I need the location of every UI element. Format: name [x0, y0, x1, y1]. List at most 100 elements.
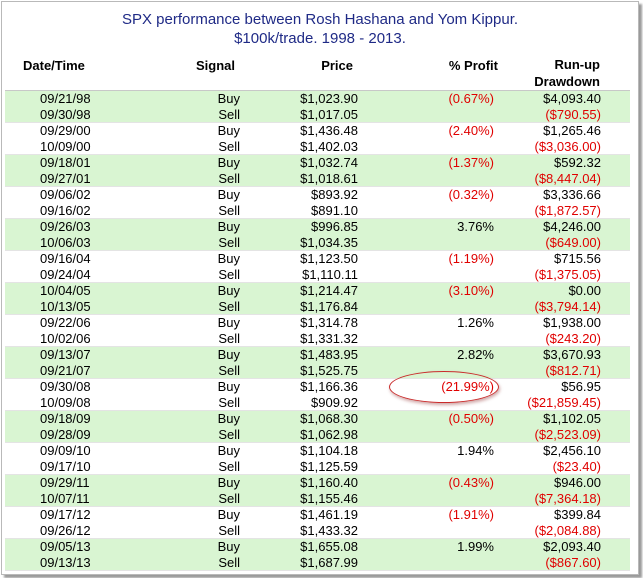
profit-cell: (1.91%): [448, 507, 494, 522]
date-cell: 09/13/07: [40, 347, 91, 362]
title-line-2: $100k/trade. 1998 - 2013.: [234, 30, 406, 47]
runup-drawdown-cell: $715.56: [554, 251, 601, 266]
price-cell: $1,023.90: [300, 91, 358, 106]
table-row: 09/05/13 Buy $1,655.08 1.99% $2,093.40: [5, 539, 630, 555]
date-cell: 09/06/02: [40, 187, 91, 202]
price-cell: $1,123.50: [300, 251, 358, 266]
profit-cell: 2.82%: [457, 347, 494, 362]
signal-cell: Sell: [218, 395, 240, 410]
signal-cell: Buy: [217, 219, 240, 234]
date-cell: 09/26/03: [40, 219, 91, 234]
runup-drawdown-cell: ($790.55): [545, 107, 601, 122]
signal-cell: Buy: [217, 315, 240, 330]
trade-pair: 10/04/05 Buy $1,214.47 (3.10%) $0.00 10/13/05…: [5, 283, 630, 315]
signal-cell: Sell: [218, 267, 240, 282]
signal-cell: Buy: [217, 123, 240, 138]
date-cell: 10/02/06: [40, 331, 91, 346]
table-row: 10/09/00 Sell $1,402.03 ($3,036.00): [5, 139, 630, 155]
signal-cell: Sell: [218, 139, 240, 154]
price-cell: $1,155.46: [300, 491, 358, 506]
table-row: 09/26/12 Sell $1,433.32 ($2,084.88): [5, 523, 630, 539]
trade-pair: 09/30/08 Buy $1,166.36 (21.99%) $56.95 10/09/…: [5, 379, 630, 411]
signal-cell: Sell: [218, 107, 240, 122]
runup-drawdown-cell: $3,670.93: [543, 347, 601, 362]
table-row: 09/30/98 Sell $1,017.05 ($790.55): [5, 107, 630, 123]
price-cell: $1,166.36: [300, 379, 358, 394]
header-signal: Signal: [195, 58, 235, 73]
profit-cell: (1.37%): [448, 155, 494, 170]
runup-drawdown-cell: $3,336.66: [543, 187, 601, 202]
table-row: 10/13/05 Sell $1,176.84 ($3,794.14): [5, 299, 630, 315]
profit-cell: 1.99%: [457, 539, 494, 554]
signal-cell: Buy: [217, 91, 240, 106]
runup-drawdown-cell: $1,102.05: [543, 411, 601, 426]
runup-drawdown-cell: ($1,872.57): [534, 203, 602, 218]
date-cell: 09/22/06: [40, 315, 91, 330]
date-cell: 10/09/08: [40, 395, 91, 410]
signal-cell: Sell: [218, 235, 240, 250]
table-row: 09/29/00 Buy $1,436.48 (2.40%) $1,265.46: [5, 123, 630, 139]
header-drawdown: Drawdown: [534, 74, 600, 89]
trade-pair: 09/26/03 Buy $996.85 3.76% $4,246.00 10/06/03…: [5, 219, 630, 251]
table-row: 09/22/06 Buy $1,314.78 1.26% $1,938.00: [5, 315, 630, 331]
profit-cell: 1.26%: [457, 315, 494, 330]
trade-pair: 09/29/11 Buy $1,160.40 (0.43%) $946.00 10/07/…: [5, 475, 630, 507]
runup-drawdown-cell: ($23.40): [552, 459, 601, 474]
profit-cell: 3.76%: [457, 219, 494, 234]
signal-cell: Buy: [217, 507, 240, 522]
date-cell: 09/29/11: [40, 475, 90, 490]
price-cell: $996.85: [311, 219, 358, 234]
price-cell: $1,034.35: [300, 235, 358, 250]
runup-drawdown-cell: ($867.60): [545, 555, 601, 570]
trade-pair: 09/09/10 Buy $1,104.18 1.94% $2,456.10 09/17/…: [5, 443, 630, 475]
trade-pair: 09/13/07 Buy $1,483.95 2.82% $3,670.93 09/21/…: [5, 347, 630, 379]
price-cell: $1,214.47: [300, 283, 358, 298]
trade-pair: 09/29/00 Buy $1,436.48 (2.40%) $1,265.46 10/0…: [5, 123, 630, 155]
signal-cell: Buy: [217, 475, 240, 490]
header-price: Price: [321, 58, 353, 73]
date-cell: 09/13/13: [40, 555, 91, 570]
table-row: 09/27/01 Sell $1,018.61 ($8,447.04): [5, 171, 630, 187]
date-cell: 09/21/98: [40, 91, 91, 106]
date-cell: 09/30/98: [40, 107, 91, 122]
table-row: 09/21/07 Sell $1,525.75 ($812.71): [5, 363, 630, 379]
date-cell: 09/16/02: [40, 203, 91, 218]
price-cell: $1,433.32: [300, 523, 358, 538]
price-cell: $909.92: [311, 395, 358, 410]
runup-drawdown-cell: ($243.20): [545, 331, 601, 346]
signal-cell: Buy: [217, 443, 240, 458]
signal-cell: Buy: [217, 187, 240, 202]
runup-drawdown-cell: ($1,375.05): [534, 267, 602, 282]
table-row: 09/09/10 Buy $1,104.18 1.94% $2,456.10: [5, 443, 630, 459]
profit-cell: (2.40%): [448, 123, 494, 138]
trade-pair: 09/21/98 Buy $1,023.90 (0.67%) $4,093.40 09/3…: [5, 91, 630, 123]
runup-drawdown-cell: $1,265.46: [543, 123, 601, 138]
date-cell: 09/16/04: [40, 251, 91, 266]
runup-drawdown-cell: ($3,794.14): [534, 299, 602, 314]
price-cell: $1,483.95: [300, 347, 358, 362]
date-cell: 10/13/05: [40, 299, 91, 314]
date-cell: 10/07/11: [40, 491, 90, 506]
table-row: 09/17/10 Sell $1,125.59 ($23.40): [5, 459, 630, 475]
runup-drawdown-cell: $946.00: [554, 475, 601, 490]
signal-cell: Sell: [218, 171, 240, 186]
table-row: 09/17/12 Buy $1,461.19 (1.91%) $399.84: [5, 507, 630, 523]
header-runup-drawdown: Run-up Drawdown: [534, 56, 600, 90]
runup-drawdown-cell: $0.00: [568, 283, 601, 298]
header-date: Date/Time: [23, 58, 85, 73]
profit-cell: 1.94%: [457, 443, 494, 458]
runup-drawdown-cell: ($3,036.00): [534, 139, 602, 154]
signal-cell: Buy: [217, 539, 240, 554]
date-cell: 09/29/00: [40, 123, 91, 138]
date-cell: 09/24/04: [40, 267, 91, 282]
table-row: 09/28/09 Sell $1,062.98 ($2,523.09): [5, 427, 630, 443]
trade-pair: 09/18/09 Buy $1,068.30 (0.50%) $1,102.05 09/2…: [5, 411, 630, 443]
profit-cell: (0.32%): [448, 187, 494, 202]
table-row: 10/06/03 Sell $1,034.35 ($649.00): [5, 235, 630, 251]
price-cell: $1,314.78: [300, 315, 358, 330]
table-row: 09/18/01 Buy $1,032.74 (1.37%) $592.32: [5, 155, 630, 171]
runup-drawdown-cell: $399.84: [554, 507, 601, 522]
profit-cell: (1.19%): [448, 251, 494, 266]
header-profit: % Profit: [448, 58, 498, 73]
table-row: 10/07/11 Sell $1,155.46 ($7,364.18): [5, 491, 630, 507]
